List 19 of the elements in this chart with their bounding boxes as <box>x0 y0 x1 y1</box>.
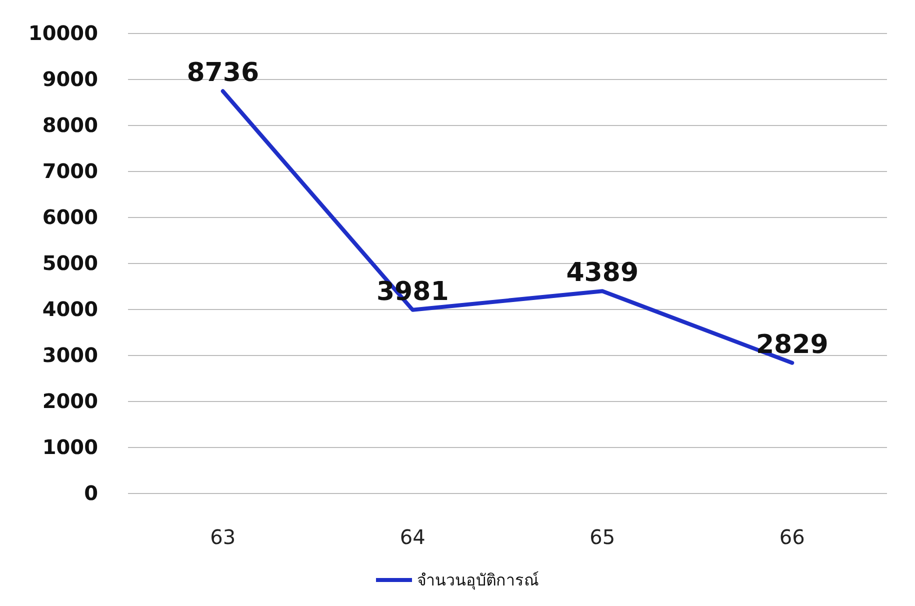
y-tick-label: 8000 <box>42 113 98 137</box>
data-label: 2829 <box>756 330 828 360</box>
legend-label: จำนวนอุบัติการณ์ <box>417 570 539 590</box>
y-tick-label: 9000 <box>42 67 98 91</box>
x-tick-label: 64 <box>400 525 426 549</box>
y-tick-label: 7000 <box>42 159 98 183</box>
data-label: 8736 <box>186 58 260 88</box>
y-tick-label: 2000 <box>42 389 98 413</box>
y-tick-label: 5000 <box>42 251 98 275</box>
y-tick-label: 0 <box>84 481 98 505</box>
x-tick-label: 63 <box>210 525 236 549</box>
data-label: 4389 <box>566 258 639 288</box>
y-tick-label: 6000 <box>42 205 98 229</box>
x-tick-label: 66 <box>779 525 805 549</box>
y-tick-label: 3000 <box>42 343 98 367</box>
y-tick-label: 10000 <box>28 21 98 45</box>
x-tick-label: 65 <box>590 525 616 549</box>
y-tick-label: 4000 <box>42 297 98 321</box>
y-tick-label: 1000 <box>42 435 98 459</box>
